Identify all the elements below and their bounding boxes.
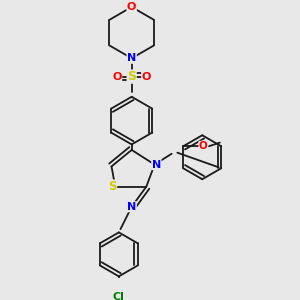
Text: N: N	[127, 202, 136, 212]
Text: S: S	[127, 70, 136, 83]
Text: N: N	[127, 53, 136, 63]
Text: O: O	[127, 2, 136, 12]
Text: S: S	[108, 180, 117, 193]
Text: Cl: Cl	[113, 292, 125, 300]
Text: O: O	[199, 141, 208, 151]
Text: O: O	[112, 72, 122, 82]
Text: N: N	[152, 160, 161, 170]
Text: O: O	[142, 72, 151, 82]
